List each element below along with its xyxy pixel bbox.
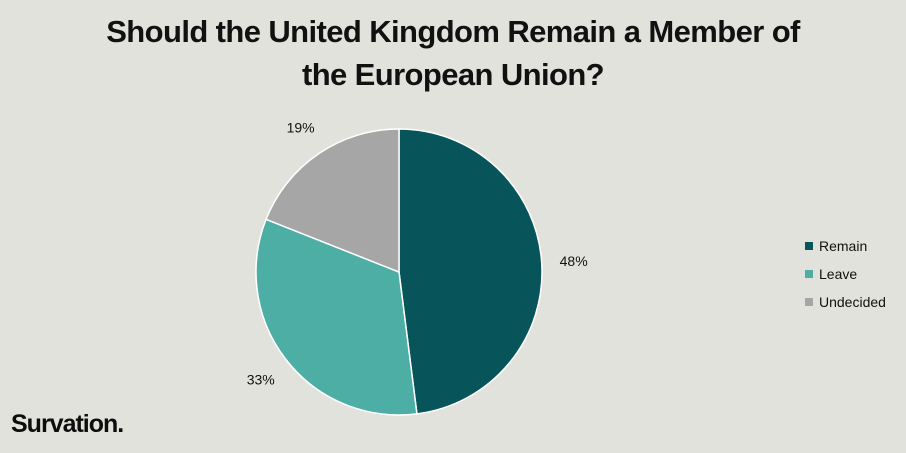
legend-item-undecided: Undecided xyxy=(805,288,886,316)
legend-swatch-leave xyxy=(805,270,813,278)
legend-item-remain: Remain xyxy=(805,232,886,260)
legend-swatch-undecided xyxy=(805,298,813,306)
survation-logo: Survation. xyxy=(11,410,124,438)
data-label-leave: 33% xyxy=(247,371,275,387)
legend-label-leave: Leave xyxy=(819,266,858,282)
chart-title-line-2: the European Union? xyxy=(301,57,605,92)
legend-swatch-remain xyxy=(805,242,813,250)
pie-slice-leave xyxy=(255,218,418,416)
pie-slice-undecided xyxy=(265,128,400,274)
data-label-remain: 48% xyxy=(560,253,588,269)
pie-slice-remain xyxy=(398,128,543,415)
legend-label-undecided: Undecided xyxy=(819,294,886,310)
chart-title: Should the United Kingdom Remain a Membe… xyxy=(0,10,906,96)
data-label-undecided: 19% xyxy=(287,119,315,135)
legend-item-leave: Leave xyxy=(805,260,886,288)
legend-label-remain: Remain xyxy=(819,238,868,254)
chart-title-line-1: Should the United Kingdom Remain a Membe… xyxy=(106,14,800,49)
chart-legend: Remain Leave Undecided xyxy=(805,232,886,316)
